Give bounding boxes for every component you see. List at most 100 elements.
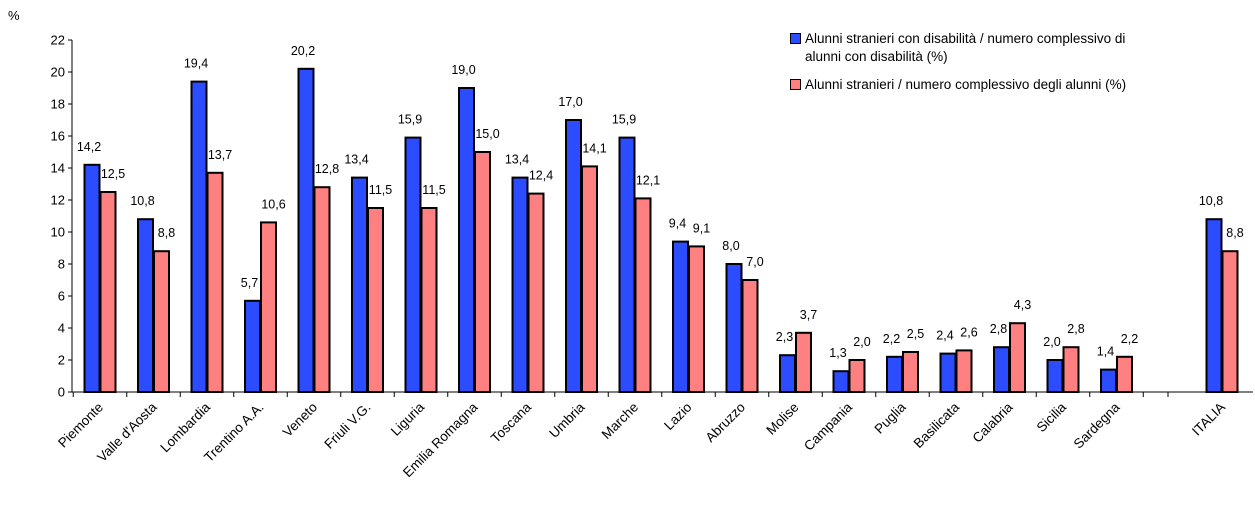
data-label: 2,5 (907, 327, 924, 341)
y-tick-label: 18 (51, 97, 65, 112)
data-label: 12,1 (636, 173, 660, 187)
category-label: Basilicata (911, 399, 963, 451)
category-label: Puglia (871, 399, 908, 436)
bar-s1-piemonte (83, 163, 101, 393)
bar-s1-puglia (886, 355, 903, 393)
data-label: 10,8 (1199, 194, 1223, 208)
category-label: Calabria (969, 399, 1016, 446)
bar-s2-valle-d-aosta (153, 250, 170, 393)
bar-s2-toscana (527, 192, 545, 393)
bar-s1-basilicata (939, 352, 957, 394)
data-label: 8,8 (1226, 226, 1243, 240)
data-label: 11,5 (369, 183, 392, 197)
category-label: Sicilia (1034, 399, 1070, 435)
data-label: 10,6 (261, 197, 285, 211)
legend: Alunni stranieri con disabilità / numero… (790, 30, 1240, 104)
category-label: Molise (763, 400, 801, 438)
data-label: 19,0 (451, 63, 475, 77)
legend-item-series-2: Alunni stranieri / numero complessivo de… (790, 76, 1240, 94)
category-label: Toscana (488, 399, 535, 446)
bar-s2-friuli-v-g- (367, 207, 384, 393)
category-label: Lazio (661, 400, 694, 433)
y-tick-label: 4 (58, 321, 65, 336)
bar-s1-lazio (672, 240, 689, 393)
data-label: 4,3 (1014, 298, 1031, 312)
data-label: 9,1 (693, 221, 710, 235)
bar-s1-abruzzo (725, 263, 743, 393)
bar-s2-calabria (1009, 322, 1026, 394)
data-label: 1,4 (1097, 345, 1114, 359)
y-tick-label: 14 (51, 161, 65, 176)
bar-s2-lazio (688, 245, 705, 393)
data-label: 17,0 (558, 95, 582, 109)
data-label: 1,3 (829, 346, 846, 360)
bar-s2-sardegna (1116, 355, 1133, 393)
bars (83, 67, 1239, 394)
bar-s1-trentino-a-a- (244, 299, 261, 393)
bar-s2-marche (634, 197, 652, 393)
y-tick-label: 10 (51, 225, 65, 240)
category-label: Campania (801, 399, 855, 453)
bar-s1-liguria (404, 136, 422, 393)
data-label: 13,7 (208, 148, 232, 162)
legend-label-series-1-line-1: Alunni stranieri con disabilità / numero… (805, 31, 1126, 46)
category-label: Marche (599, 400, 641, 442)
y-tick-label: 12 (51, 193, 65, 208)
data-label: 2,3 (776, 330, 793, 344)
data-label: 2,4 (936, 329, 953, 343)
data-label: 10,8 (130, 194, 154, 208)
category-label: Liguria (388, 399, 428, 439)
data-label: 15,0 (475, 127, 499, 141)
data-label: 7,0 (746, 255, 763, 269)
bar-s2-campania (848, 359, 866, 393)
y-tick-label: 16 (51, 129, 65, 144)
bar-s2-puglia (902, 351, 919, 393)
bar-s1-friuli-v-g- (351, 176, 368, 393)
data-label: 8,8 (158, 226, 175, 240)
bar-s1-sardegna (1100, 368, 1117, 394)
data-label: 14,2 (77, 140, 101, 154)
data-label: 12,5 (101, 167, 125, 181)
data-label: 5,7 (241, 276, 258, 290)
data-label: 2,0 (853, 335, 870, 349)
bar-s1-molise (779, 354, 796, 394)
bar-s1-sicilia (1046, 359, 1064, 393)
legend-item-series-1: Alunni stranieri con disabilità / numero… (790, 30, 1240, 66)
data-label: 2,6 (960, 325, 977, 339)
category-label: Lombardia (157, 399, 213, 455)
y-tick-label: 22 (51, 33, 65, 48)
bar-s2-molise (795, 331, 812, 393)
data-label: 9,4 (669, 217, 686, 231)
y-tick-label: 20 (51, 65, 65, 80)
data-label: 15,9 (612, 113, 636, 127)
data-label: 12,4 (529, 169, 553, 183)
bar-s2-umbria (581, 165, 598, 393)
bar-s2-trentino-a-a- (260, 221, 277, 393)
category-label: Sardegna (1071, 399, 1123, 451)
data-label: 2,2 (1121, 332, 1138, 346)
bar-s1-campania (832, 370, 850, 394)
data-label: 19,4 (184, 57, 208, 71)
data-label: 13,4 (505, 153, 529, 167)
data-label: 11,5 (422, 183, 445, 197)
bar-s1-toscana (511, 176, 529, 393)
data-label: 2,8 (1067, 322, 1084, 336)
data-label: 12,8 (315, 162, 339, 176)
bar-s1-marche (618, 136, 636, 393)
bar-s1-italia (1205, 218, 1223, 393)
bar-s2-lombardia (206, 171, 224, 393)
bar-s2-liguria (420, 207, 438, 393)
category-label: Abruzzo (702, 400, 748, 446)
bar-s2-abruzzo (741, 279, 759, 393)
bar-s2-emilia-romagna (474, 151, 491, 393)
data-label: 2,2 (883, 332, 900, 346)
data-label: 2,0 (1043, 335, 1060, 349)
category-label: Friuli V.G. (321, 400, 373, 452)
bar-s1-emilia-romagna (458, 87, 475, 393)
bar-s2-basilicata (955, 349, 973, 393)
bar-s1-umbria (565, 119, 582, 393)
data-label: 8,0 (722, 239, 739, 253)
bar-s1-veneto (297, 67, 315, 394)
